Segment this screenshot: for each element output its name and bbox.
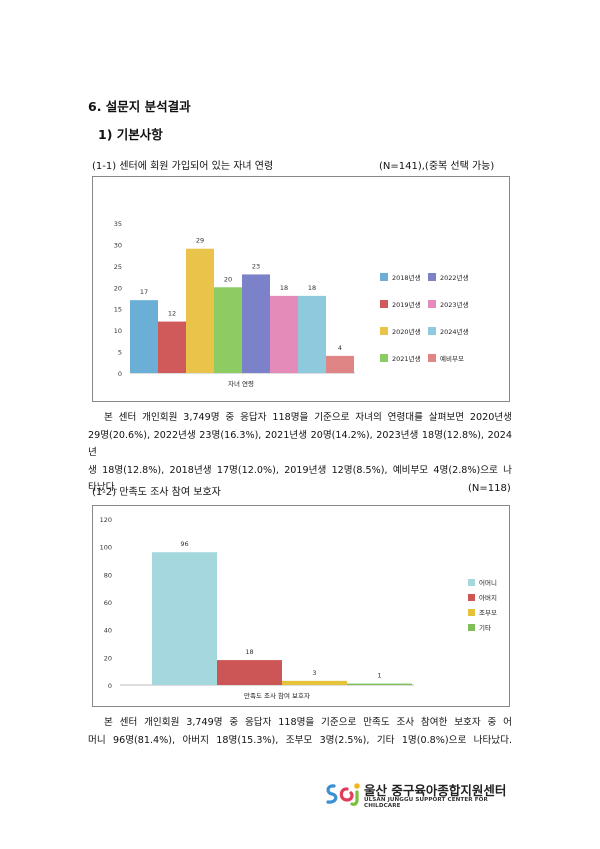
legend-label: 2019년생	[392, 300, 421, 309]
legend-label: 조부모	[479, 609, 497, 617]
y-tick-label: 30	[114, 241, 122, 249]
chart2-caption: (1-2) 만족도 조사 참여 보호자	[92, 487, 221, 498]
y-tick-label: 15	[114, 306, 122, 314]
y-tick-label: 25	[114, 263, 122, 271]
bar-value-label: 20	[224, 275, 232, 283]
legend-label: 아버지	[479, 593, 497, 602]
bar-value-label: 12	[168, 310, 176, 318]
y-tick-label: 40	[104, 627, 112, 635]
bar-3	[186, 248, 214, 373]
legend-swatch	[380, 327, 388, 335]
paragraph1-line4: 타났다.	[88, 482, 118, 493]
bar-value-label: 3	[312, 669, 316, 677]
legend-label: 2021년생	[392, 354, 421, 363]
subsection-title: 1) 기본사항	[98, 127, 163, 142]
chart2: 0 20 40 60 80 100 120 96 18 3 1 만족도 조사 참여 보호자 어머니아버지…	[100, 516, 497, 700]
bar-value-label: 4	[338, 344, 342, 352]
chart1: 0 5 10 15 20 25 30 35 17 12 29 20 23 18 18 4 자녀 연령 2018년생…	[114, 220, 469, 388]
section-title: 6. 설문지 분석결과	[88, 99, 191, 114]
legend-label: 2023년생	[440, 300, 469, 309]
y-tick-label: 20	[104, 654, 112, 662]
y-tick-label: 120	[100, 516, 112, 524]
bar-value-label: 18	[280, 284, 288, 292]
bar-value-label: 96	[180, 540, 188, 548]
legend-swatch	[428, 273, 436, 281]
y-tick-label: 20	[114, 284, 122, 292]
x-axis-label: 자녀 연령	[228, 379, 254, 388]
bar-4	[347, 683, 412, 685]
bar-4	[214, 287, 242, 373]
legend-swatch	[468, 624, 475, 631]
bar-3	[282, 680, 347, 685]
y-tick-label: 0	[118, 370, 122, 378]
paragraph1: 본 센터 개인회원 3,749명 중 응답자 118명을 기준으로 자녀의 연령…	[88, 409, 512, 497]
legend-swatch	[428, 327, 436, 335]
legend-label: 2022년생	[440, 273, 469, 282]
legend-label: 2024년생	[440, 327, 469, 336]
legend-swatch	[380, 273, 388, 281]
legend-label: 2018년생	[392, 273, 421, 282]
logo-name: 울산 중구육아종합지원센터	[364, 783, 507, 798]
bar-value-label: 18	[308, 284, 316, 292]
bar-value-label: 1	[377, 672, 381, 680]
bar-2	[158, 321, 186, 373]
bar-7	[298, 295, 326, 373]
bar-1	[152, 552, 217, 685]
y-tick-label: 5	[118, 349, 122, 357]
paragraph2: 본 센터 개인회원 3,749명 중 응답자 118명을 기준으로 만족도 조사…	[88, 714, 512, 749]
y-tick-label: 0	[108, 682, 112, 690]
y-tick-label: 80	[104, 571, 112, 579]
bar-6	[270, 295, 298, 373]
chart2-n-note: (N=118)	[468, 483, 511, 494]
bar-value-label: 29	[196, 237, 204, 245]
logo-name-en: ULSAN JUNGGU SUPPORT CENTER FOR CHILDCAR…	[364, 797, 488, 809]
paragraph2-line1: 본 센터 개인회원 3,749명 중 응답자 118명을 기준으로 만족도 조사…	[104, 717, 512, 728]
bar-5	[242, 274, 270, 373]
legend-swatch	[380, 300, 388, 308]
x-axis-label: 만족도 조사 참여 보호자	[244, 691, 310, 700]
y-tick-label: 60	[104, 599, 112, 607]
bar-8	[326, 355, 354, 373]
paragraph1-line1: 본 센터 개인회원 3,749명 중 응답자 118명을 기준으로 자녀의 연령…	[104, 412, 512, 423]
bar-value-label: 18	[245, 648, 253, 656]
legend-swatch	[468, 579, 475, 586]
legend-swatch	[428, 300, 436, 308]
logo-mark-icon	[326, 783, 360, 806]
legend-swatch	[468, 594, 475, 601]
legend-label: 기타	[479, 623, 491, 632]
y-tick-label: 35	[114, 220, 122, 228]
legend-swatch	[380, 354, 388, 362]
legend-label: 어머니	[479, 578, 497, 587]
bar-value-label: 17	[140, 288, 148, 296]
y-tick-label: 100	[100, 544, 112, 552]
bar-value-label: 23	[252, 262, 260, 270]
center-logo: 울산 중구육아종합지원센터 ULSAN JUNGGU SUPPORT CENTE…	[323, 780, 523, 810]
paragraph2-line2: 머니 96명(81.4%), 아버지 18명(15.3%), 조부모 3명(2.…	[88, 734, 512, 746]
bar-1	[130, 300, 158, 373]
paragraph1-line2: 29명(20.6%), 2022년생 23명(16.3%), 2021년생 20…	[88, 429, 512, 459]
legend-label: 예비부모	[440, 354, 464, 363]
legend-label: 2020년생	[392, 327, 421, 336]
bar-2	[217, 660, 282, 685]
chart1-n-note: (N=141),(중복 선택 가능)	[379, 161, 495, 172]
chart1-frame: 0 5 10 15 20 25 30 35 17 12 29 20 23 18 18 4 자녀 연령 2018년생…	[92, 176, 510, 402]
legend-swatch	[428, 354, 436, 362]
y-tick-label: 10	[114, 327, 122, 335]
paragraph1-line3: 생 18명(12.8%), 2018년생 17명(12.0%), 2019년생 …	[88, 464, 512, 476]
legend-swatch	[468, 609, 475, 616]
chart1-caption: (1-1) 센터에 회원 가입되어 있는 자녀 연령	[92, 161, 274, 172]
